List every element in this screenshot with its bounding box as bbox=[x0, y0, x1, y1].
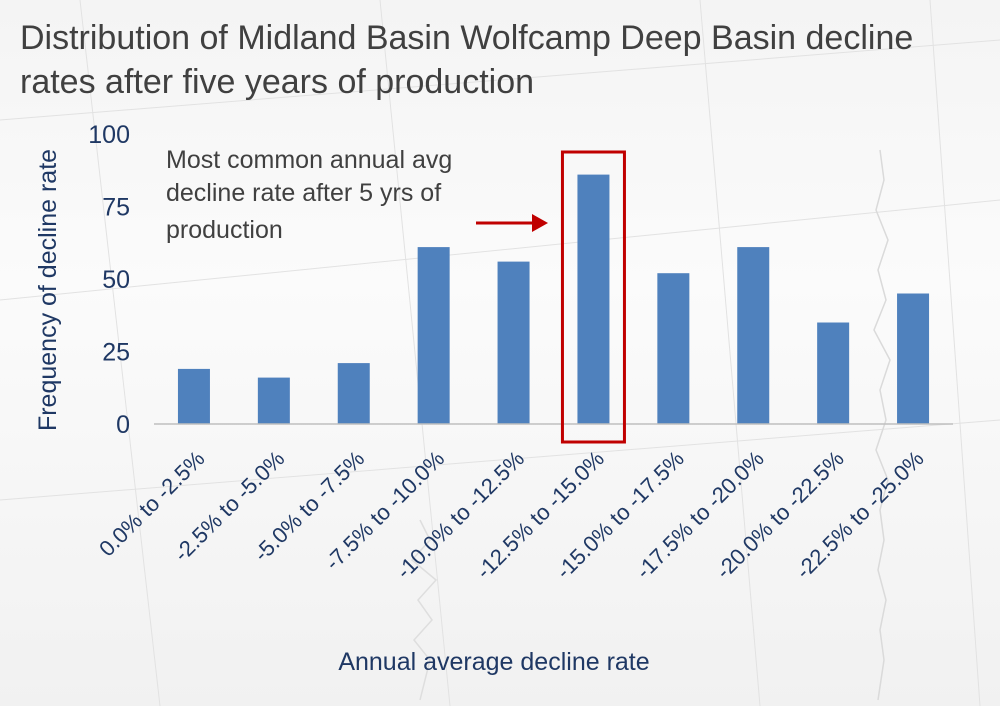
bar bbox=[337, 363, 370, 424]
annotation: Most common annual avg decline rate afte… bbox=[166, 146, 548, 244]
annotation-line-2: decline rate after 5 yrs of bbox=[166, 179, 441, 207]
y-tick-label: 50 bbox=[102, 266, 130, 294]
annotation-line-1: Most common annual avg bbox=[166, 146, 452, 174]
annotation-arrow-head bbox=[532, 214, 548, 232]
chart-title-line-2: rates after five years of production bbox=[20, 63, 535, 101]
highlight-box bbox=[560, 150, 626, 444]
bar bbox=[577, 174, 610, 424]
bar bbox=[897, 293, 930, 424]
bar bbox=[177, 368, 210, 424]
y-axis-ticks: 0 25 50 75 100 bbox=[88, 121, 130, 439]
x-axis-category-labels: 0.0% to -2.5%-2.5% to -5.0%-5.0% to -7.5… bbox=[94, 446, 928, 584]
y-tick-label: 25 bbox=[102, 339, 130, 367]
bar bbox=[737, 247, 770, 424]
x-axis-title: Annual average decline rate bbox=[338, 648, 649, 676]
chart-title-line-1: Distribution of Midland Basin Wolfcamp D… bbox=[20, 19, 914, 57]
chart-title: Distribution of Midland Basin Wolfcamp D… bbox=[20, 16, 980, 104]
y-tick-label: 0 bbox=[116, 411, 130, 439]
bar bbox=[417, 247, 450, 424]
y-axis-title: Frequency of decline rate bbox=[34, 149, 62, 431]
bar bbox=[817, 322, 850, 424]
bar bbox=[497, 261, 530, 424]
y-tick-label: 75 bbox=[102, 194, 130, 222]
annotation-line-3: production bbox=[166, 216, 283, 244]
bar bbox=[257, 377, 290, 424]
bar bbox=[657, 273, 690, 424]
y-tick-label: 100 bbox=[88, 121, 130, 149]
bars bbox=[177, 174, 930, 424]
